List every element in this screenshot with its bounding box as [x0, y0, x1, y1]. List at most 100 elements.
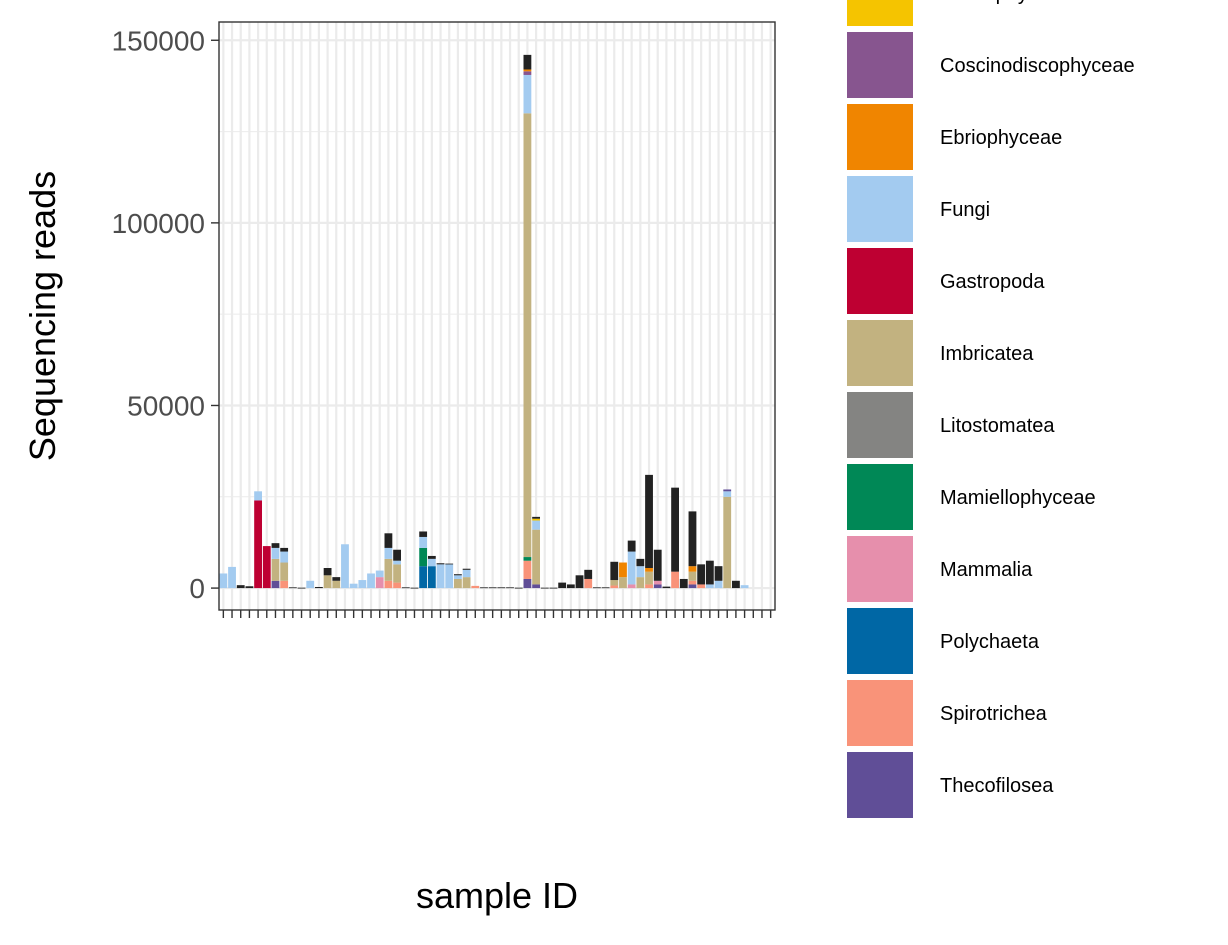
bar-segment: [636, 566, 645, 578]
legend-key: [847, 464, 913, 530]
bar-segment: [523, 74, 532, 114]
y-tick-label: 50000: [127, 390, 205, 421]
bar-segment: [697, 564, 706, 585]
bar-segment: [671, 487, 680, 572]
bar-segment: [549, 587, 558, 589]
bar-segment: [740, 585, 749, 589]
bar-segment: [314, 586, 323, 589]
bar-segment: [419, 566, 428, 589]
bar-segment: [575, 575, 584, 589]
bar-segment: [636, 577, 645, 589]
bar-segment: [532, 516, 541, 519]
bar-segment: [332, 580, 341, 589]
bar-segment: [375, 577, 384, 589]
legend-label: Coscinodiscophyceae: [940, 55, 1135, 77]
bar-segment: [532, 529, 541, 585]
bar-segment: [341, 544, 349, 589]
bar-segment: [627, 540, 636, 552]
bar-segment: [671, 571, 680, 589]
bar-segment: [714, 580, 723, 589]
legend-key: [847, 0, 913, 26]
bar-segment: [705, 584, 714, 589]
legend-label: Litostomatea: [940, 415, 1055, 437]
bar-segment: [262, 546, 271, 589]
bar-segment: [514, 587, 523, 589]
y-axis-title: Sequencing reads: [22, 171, 63, 461]
legend-label: Bolidophyceae: [940, 0, 1071, 5]
bar-segment: [436, 563, 445, 565]
x-axis: [222, 610, 772, 618]
bar-segment: [271, 547, 280, 559]
bar-segment: [471, 585, 480, 589]
bar-segment: [619, 577, 627, 589]
bar-segment: [436, 564, 445, 589]
bar-segment: [280, 551, 289, 563]
bar-segment: [653, 549, 662, 581]
bar-segment: [480, 587, 488, 589]
bar-segment: [679, 578, 688, 589]
bar-segment: [228, 566, 236, 589]
bar-segment: [523, 557, 532, 561]
bar-segment: [645, 568, 653, 572]
bar-segment: [688, 571, 697, 581]
bar-segment: [453, 578, 462, 589]
bar-segment: [384, 533, 393, 548]
bar-segment: [723, 489, 732, 492]
bar-segment: [384, 547, 393, 559]
bar-segment: [323, 575, 332, 589]
legend-label: Polychaeta: [940, 631, 1040, 653]
legend-key: [847, 248, 913, 314]
bar-segment: [697, 584, 706, 589]
bar-segment: [488, 587, 497, 589]
legend-key: [847, 608, 913, 674]
bar-segment: [358, 580, 367, 589]
bar-segment: [254, 500, 263, 589]
bar-segment: [540, 587, 549, 589]
bar-segment: [705, 560, 714, 585]
bar-segment: [558, 582, 567, 589]
legend-key: [847, 392, 913, 458]
bar-segment: [288, 587, 297, 589]
bar-segment: [280, 562, 289, 581]
bar-segment: [601, 587, 610, 589]
bar-segment: [523, 578, 532, 589]
bar-segment: [271, 543, 280, 548]
legend-key: [847, 536, 913, 602]
legend-key: [847, 752, 913, 818]
bar-segment: [280, 580, 289, 589]
bar-segment: [645, 571, 653, 585]
bar-segment: [393, 549, 402, 561]
bar-segment: [688, 584, 697, 589]
bar-segment: [280, 547, 289, 552]
bar-segment: [723, 496, 732, 589]
grid-major: [219, 22, 775, 610]
bar-segment: [592, 587, 601, 589]
bar-segment: [462, 569, 471, 578]
bar-segment: [445, 564, 454, 589]
bar-segment: [219, 573, 228, 589]
legend: Bolidophyceae Coscinodiscophyceae Ebriophy…: [847, 0, 1135, 818]
legend-label: Thecofilosea: [940, 775, 1054, 797]
bar-segment: [419, 531, 428, 537]
bar-segment: [688, 566, 697, 572]
bar-segment: [506, 587, 514, 589]
legend-label: Ebriophyceae: [940, 127, 1062, 149]
bar-segment: [245, 586, 254, 589]
bar-segment: [662, 586, 671, 589]
bar-segment: [393, 560, 402, 565]
bar-segment: [419, 547, 428, 567]
bar-segment: [627, 584, 636, 589]
bar-segment: [306, 580, 315, 589]
bar-segment: [523, 69, 532, 72]
bar-segment: [427, 558, 436, 567]
bar-segment: [627, 551, 636, 585]
bar-segment: [610, 561, 619, 581]
y-axis: 0 50000 100000 150000: [112, 25, 219, 604]
bar-segment: [367, 573, 375, 589]
legend-key: [847, 104, 913, 170]
bar-segment: [419, 536, 428, 548]
y-tick-label: 0: [189, 573, 205, 604]
bar-segment: [236, 585, 245, 589]
legend-key: [847, 680, 913, 746]
